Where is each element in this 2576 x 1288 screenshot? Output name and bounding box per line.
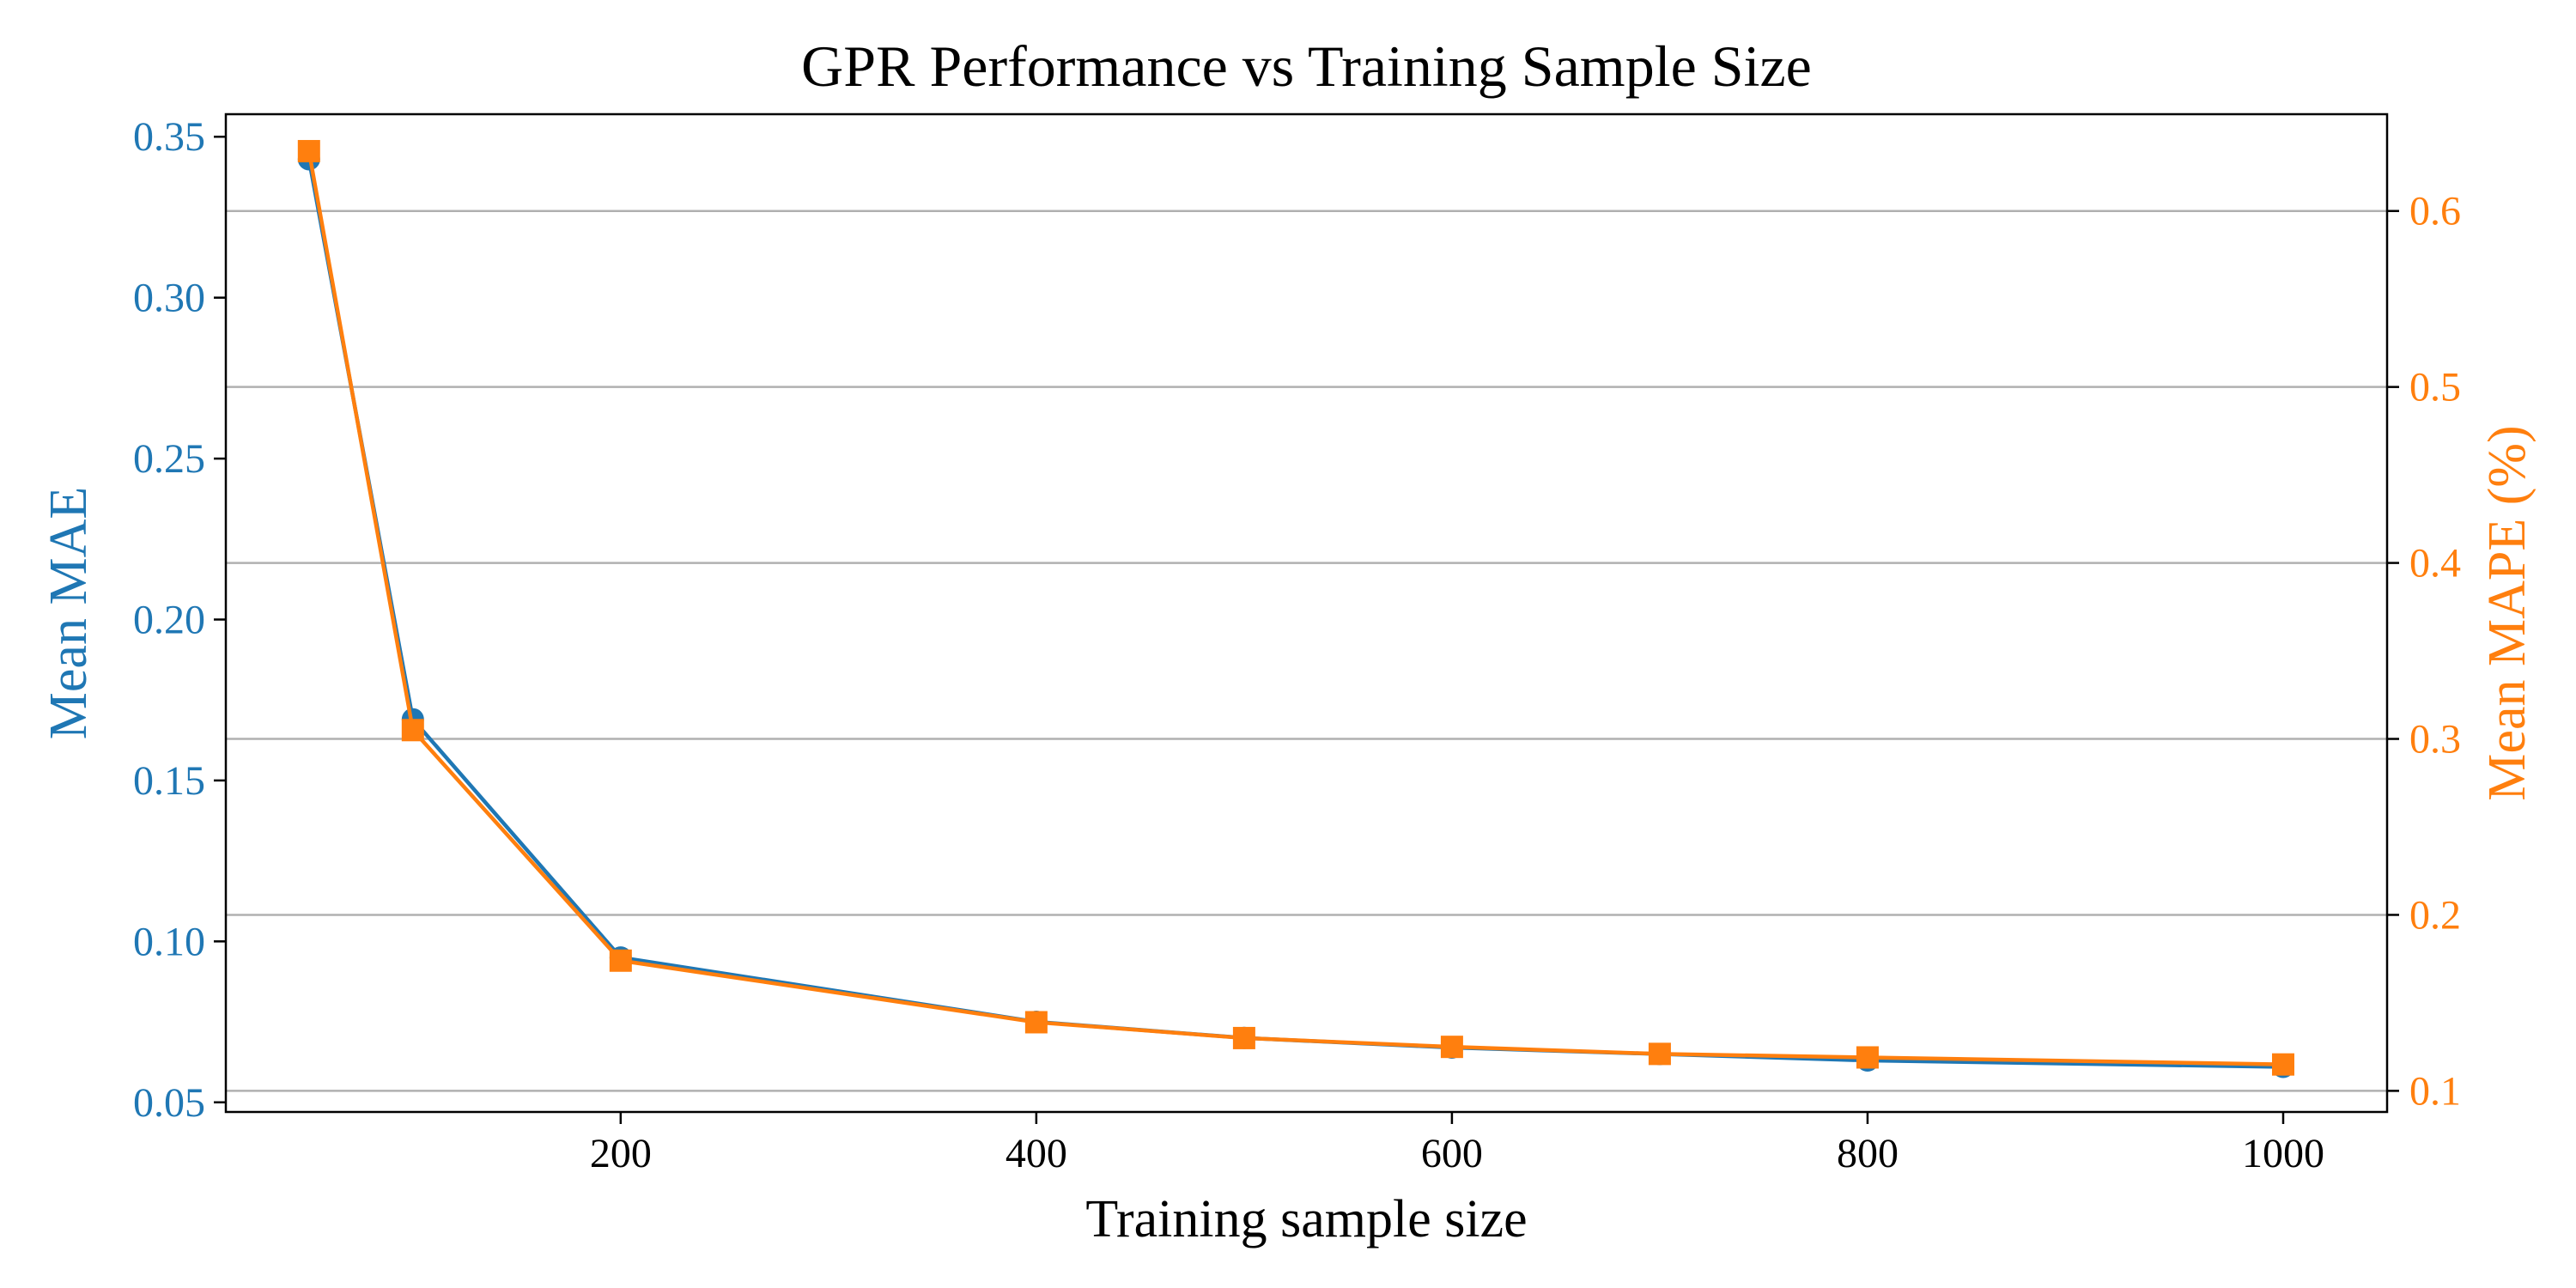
x-tick-label: 400 (1005, 1131, 1067, 1176)
y-left-tick-label: 0.30 (133, 276, 205, 321)
y-left-tick-label: 0.35 (133, 114, 205, 160)
series-2-point (1232, 1026, 1255, 1049)
y-left-tick-label: 0.05 (133, 1080, 205, 1126)
y-axis-left-label: Mean MAE (39, 487, 98, 739)
y-right-tick-label: 0.5 (2409, 365, 2461, 410)
y-left-tick-label: 0.15 (133, 758, 205, 804)
series-2-point (1024, 1011, 1048, 1034)
y-right-tick-label: 0.6 (2409, 189, 2461, 234)
x-tick-label: 200 (590, 1131, 652, 1176)
series-2-point (401, 719, 424, 742)
chart-title: GPR Performance vs Training Sample Size (801, 33, 1812, 99)
y-axis-right-label: Mean MAPE (%) (2478, 425, 2537, 800)
x-tick-label: 1000 (2242, 1131, 2324, 1176)
y-left-tick-label: 0.20 (133, 597, 205, 642)
x-axis-label: Training sample size (1085, 1190, 1527, 1249)
series-2-point (1648, 1042, 1671, 1066)
series-2-point (1856, 1046, 1879, 1069)
series-2-point (297, 140, 320, 163)
x-tick-label: 800 (1837, 1131, 1899, 1176)
y-right-tick-label: 0.3 (2409, 717, 2461, 762)
y-right-tick-label: 0.2 (2409, 892, 2461, 938)
series-2-point (2271, 1053, 2294, 1076)
y-right-tick-label: 0.1 (2409, 1068, 2461, 1114)
x-tick-label: 600 (1421, 1131, 1483, 1176)
series-layer (297, 140, 2294, 1078)
plot-frame (224, 112, 2389, 1114)
y-left-tick-label: 0.10 (133, 919, 205, 964)
ticks: 200 400 600 800 10000.050.100.150.200.250.30… (133, 114, 2461, 1176)
y-left-tick-label: 0.25 (133, 436, 205, 482)
series-2 (297, 140, 2294, 1076)
series-2-point (609, 949, 632, 972)
series-2-point (1440, 1036, 1463, 1059)
y-right-tick-label: 0.4 (2409, 541, 2461, 586)
